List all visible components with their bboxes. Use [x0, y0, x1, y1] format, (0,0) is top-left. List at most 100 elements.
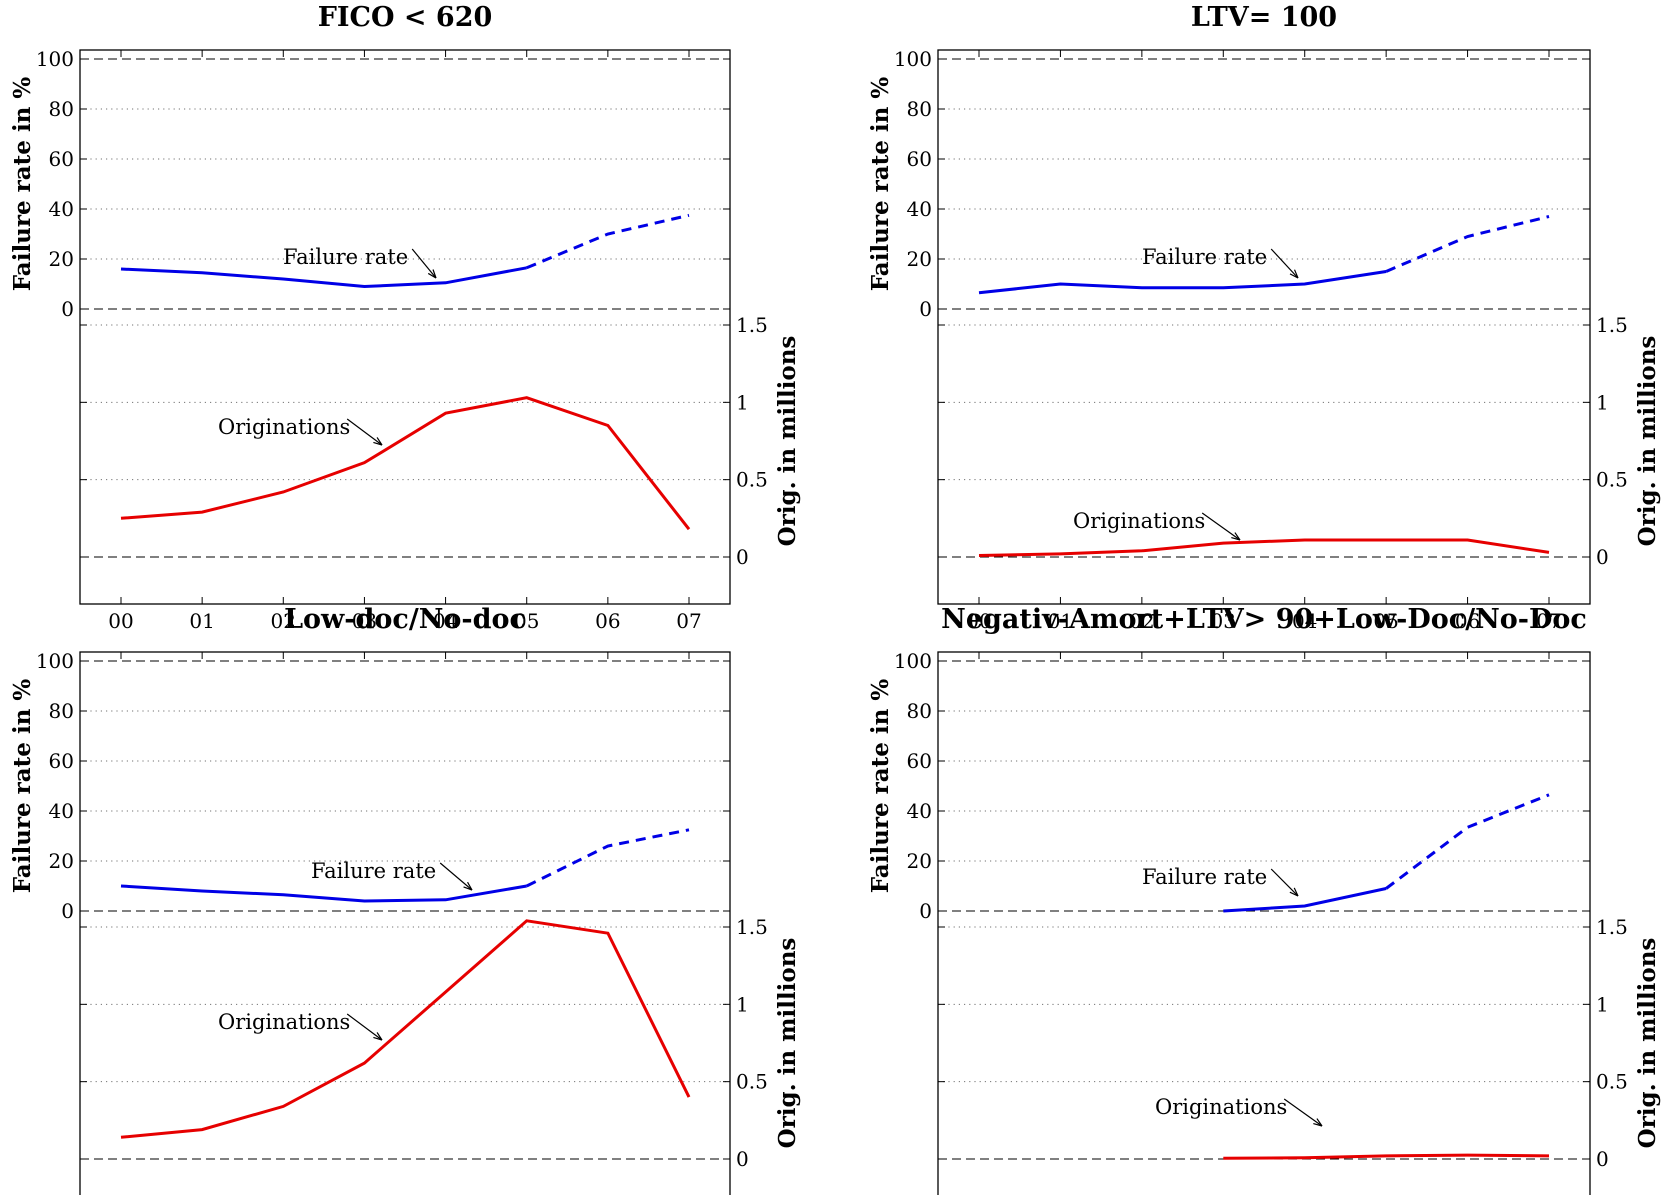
originations-annotation-arrowhead — [1231, 532, 1241, 541]
failure-rate-annotation-arrowhead — [1289, 269, 1299, 279]
y-tick-label-right: 0.5 — [736, 468, 768, 492]
x-tick-label: 04 — [1292, 609, 1317, 633]
y-axis-label-right: Orig. in millions — [1634, 336, 1661, 547]
x-tick-label: 01 — [189, 609, 214, 633]
failure-rate-line — [978, 270, 1387, 295]
failure-rate-annotation-arrowhead — [463, 881, 473, 891]
y-tick-label-right: 1 — [736, 992, 749, 1016]
x-tick-label: 01 — [1048, 609, 1073, 633]
chart-title: Negativ-Amort+LTV> 90+Low-Doc/No-Doc — [941, 604, 1587, 635]
y-tick-label-left: 80 — [907, 97, 932, 121]
failure-rate-line — [120, 266, 527, 289]
y-axis-label-right: Orig. in millions — [774, 336, 801, 547]
y-tick-label-right: 1 — [1596, 390, 1609, 414]
y-axis-label-right: Orig. in millions — [774, 938, 801, 1149]
y-axis-label-left: Failure rate in % — [867, 679, 894, 894]
originations-line — [978, 538, 1550, 557]
x-tick-label: 06 — [595, 609, 620, 633]
originations-annotation-arrowhead — [373, 437, 383, 446]
y-tick-label-right: 1 — [736, 390, 749, 414]
y-tick-label-right: 1.5 — [736, 313, 768, 337]
failure-rate-line — [1223, 887, 1387, 913]
plot-frame — [937, 49, 1591, 605]
y-tick-label-right: 1 — [1596, 992, 1609, 1016]
y-tick-label-right: 0 — [736, 545, 749, 569]
y-tick-label-left: 20 — [49, 849, 74, 873]
chart-title: FICO < 620 — [318, 2, 493, 33]
x-tick-label: 06 — [1455, 609, 1480, 633]
originations-line — [120, 919, 691, 1139]
panel-2: LTV= 100 0 20 40 60 80 100 0 0.5 1 1.5 00 01 02 03 04 05… — [867, 2, 1661, 633]
y-tick-label-left: 40 — [907, 197, 932, 221]
originations-annotation-arrow — [1283, 1098, 1323, 1127]
y-tick-label-left: 0 — [919, 899, 932, 923]
x-tick-label: 03 — [352, 609, 377, 633]
y-axis-label-right: Orig. in millions — [1634, 938, 1661, 1149]
y-tick-label-right: 0.5 — [736, 1070, 768, 1094]
y-tick-label-right: 0 — [1596, 1147, 1609, 1171]
y-tick-label-left: 60 — [49, 749, 74, 773]
x-tick-label: 00 — [108, 609, 133, 633]
y-tick-label-left: 20 — [907, 247, 932, 271]
y-tick-label-left: 100 — [894, 47, 932, 71]
y-tick-label-left: 20 — [907, 849, 932, 873]
originations-annotation-arrow — [1201, 512, 1241, 541]
originations-annotation: Originations — [218, 415, 350, 439]
y-tick-label-left: 80 — [49, 97, 74, 121]
originations-annotation-arrowhead — [373, 1032, 383, 1041]
x-tick-label: 07 — [1536, 609, 1561, 633]
y-tick-label-left: 60 — [49, 147, 74, 171]
y-tick-label-left: 40 — [49, 197, 74, 221]
y-tick-label-left: 80 — [907, 699, 932, 723]
failure-rate-annotation: Failure rate — [1142, 865, 1267, 889]
failure-rate-line — [120, 884, 527, 903]
x-tick-label: 02 — [1129, 609, 1154, 633]
y-tick-label-left: 80 — [49, 699, 74, 723]
y-tick-label-left: 40 — [49, 799, 74, 823]
y-tick-label-left: 100 — [894, 649, 932, 673]
y-tick-label-right: 0 — [736, 1147, 749, 1171]
y-tick-label-left: 60 — [907, 147, 932, 171]
failure-rate-line-projected — [1385, 793, 1550, 890]
y-tick-label-right: 1.5 — [1596, 313, 1628, 337]
y-tick-label-left: 20 — [49, 247, 74, 271]
y-tick-label-left: 100 — [36, 47, 74, 71]
y-tick-label-right: 1.5 — [736, 915, 768, 939]
chart-title: LTV= 100 — [1191, 2, 1337, 33]
plot-frame — [937, 651, 1591, 1195]
y-tick-label-right: 0.5 — [1596, 468, 1628, 492]
failure-rate-annotation-arrowhead — [427, 269, 437, 279]
originations-annotation: Originations — [1073, 509, 1205, 533]
failure-rate-annotation-arrow — [1270, 868, 1299, 897]
plot-frame — [79, 49, 731, 605]
y-tick-label-left: 40 — [907, 799, 932, 823]
y-axis-label-left: Failure rate in % — [9, 679, 36, 894]
y-tick-label-right: 1.5 — [1596, 915, 1628, 939]
x-tick-label: 07 — [676, 609, 701, 633]
y-axis-label-left: Failure rate in % — [9, 77, 36, 292]
x-tick-label: 00 — [966, 609, 991, 633]
failure-rate-annotation-arrow — [411, 248, 437, 279]
panel-4: Negativ-Amort+LTV> 90+Low-Doc/No-Doc0204… — [867, 604, 1661, 1195]
y-tick-label-right: 0 — [1596, 545, 1609, 569]
originations-annotation: Originations — [1155, 1095, 1287, 1119]
y-tick-label-left: 0 — [61, 899, 74, 923]
x-tick-label: 02 — [271, 609, 296, 633]
y-tick-label-left: 0 — [919, 297, 932, 321]
y-tick-label-left: 60 — [907, 749, 932, 773]
failure-rate-line-projected — [1385, 215, 1550, 273]
failure-rate-annotation-arrowhead — [1289, 887, 1299, 897]
originations-annotation-arrow — [346, 1013, 383, 1041]
y-tick-label-left: 100 — [36, 649, 74, 673]
panel-1: FICO < 620 0 20 40 60 80 100 0 0.5 1 1.5 00 01 02 03 04… — [9, 2, 801, 633]
failure-rate-annotation: Failure rate — [283, 245, 408, 269]
y-tick-label-left: 0 — [61, 297, 74, 321]
failure-rate-line-projected — [526, 828, 690, 888]
originations-line — [1223, 1153, 1550, 1160]
panel-3: Low-doc/No-doc 0 20 40 60 80 100 0 0.5 1 1.5 00 01 02… — [9, 604, 801, 1195]
failure-rate-annotation: Failure rate — [1142, 245, 1267, 269]
y-axis-label-left: Failure rate in % — [867, 77, 894, 292]
y-tick-label-right: 0.5 — [1596, 1070, 1628, 1094]
originations-annotation: Originations — [218, 1010, 350, 1034]
failure-rate-annotation: Failure rate — [311, 859, 436, 883]
